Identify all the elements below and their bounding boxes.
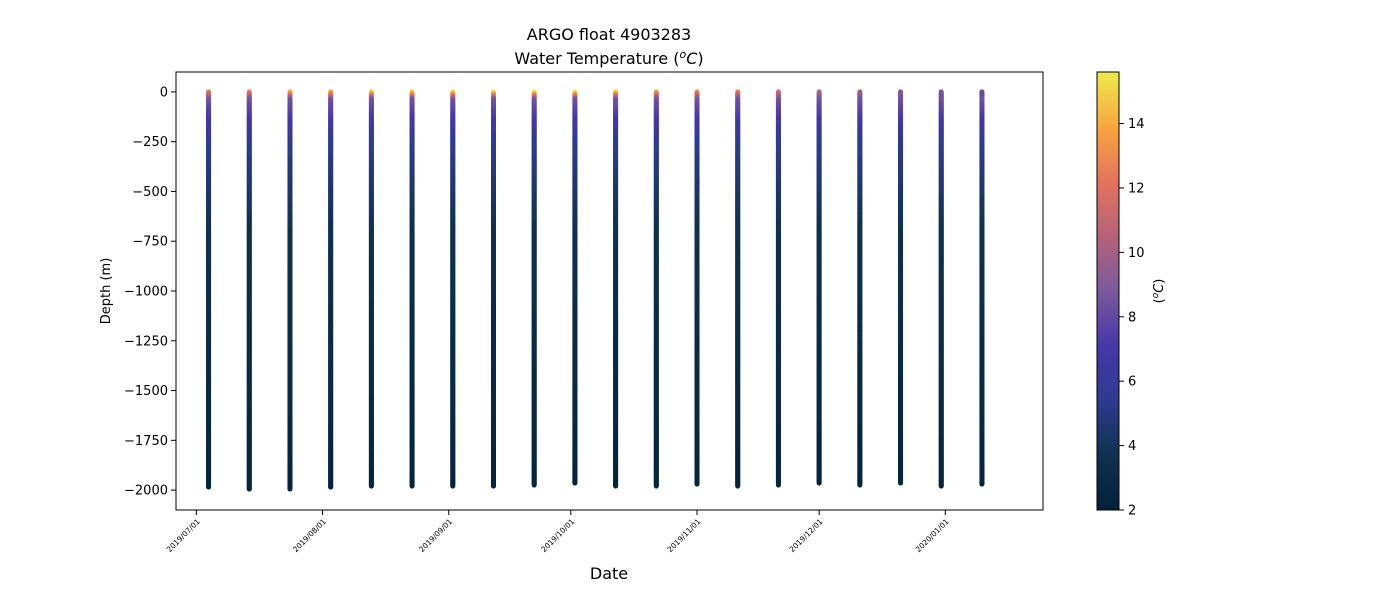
- plot-frame: [175, 71, 1044, 511]
- profile-marks: [206, 89, 985, 492]
- y-axis: 0−250−500−750−1000−1250−1500−1750−2000: [124, 85, 176, 499]
- y-tick-label: −500: [132, 185, 168, 200]
- y-tick-label: −750: [132, 235, 168, 250]
- y-tick-label: −250: [132, 135, 168, 150]
- chart-subtitle: Water Temperature (oC): [514, 48, 703, 69]
- chart-title: ARGO float 4903283: [527, 25, 691, 44]
- y-tick-label: 0: [160, 85, 168, 100]
- chart-subtitle-sup: o: [679, 48, 686, 61]
